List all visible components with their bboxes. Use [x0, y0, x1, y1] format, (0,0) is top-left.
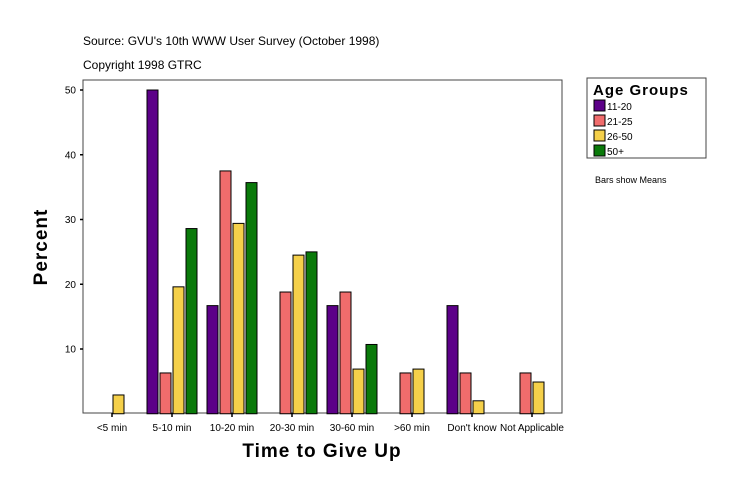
bars: [112, 89, 545, 415]
bar-11-20-30-60 min: [326, 305, 339, 415]
bar-26-50-Don't know: [472, 400, 485, 415]
bar-26-50-10-20 min: [232, 222, 245, 415]
legend-title: Age Groups: [593, 82, 689, 99]
bar-11-20-10-20 min: [206, 305, 219, 415]
bar-26-50-30-60 min: [352, 368, 365, 415]
bar-26-50-<5 min: [112, 394, 125, 415]
bar-21-25-30-60 min: [339, 291, 352, 415]
y-axis-title: Percent: [31, 209, 52, 286]
y-tick-label: 10: [65, 345, 77, 356]
x-axis-title: Time to Give Up: [242, 441, 401, 462]
legend-swatch: [593, 99, 606, 112]
legend-swatch: [593, 144, 606, 157]
y-tick-label: 40: [65, 150, 77, 161]
x-tick-label: Don't know: [447, 423, 497, 434]
legend-label: 50+: [607, 147, 624, 158]
bar-26-50-Not Applicable: [532, 381, 545, 415]
bar-21-25-20-30 min: [279, 291, 292, 415]
x-tick-label: 5-10 min: [153, 423, 192, 434]
bar-50+-30-60 min: [365, 343, 378, 415]
y-tick-label: 20: [65, 280, 77, 291]
bar-50+-20-30 min: [305, 251, 318, 415]
bar-26-50-5-10 min: [172, 286, 185, 415]
plot-area: [82, 79, 563, 414]
bar-26-50-20-30 min: [292, 254, 305, 415]
x-tick-label: >60 min: [394, 423, 430, 434]
legend-swatch: [593, 114, 606, 127]
bar-21-25->60 min: [399, 372, 412, 415]
legend: Age Groups 11-20 21-25 26-50 50+: [586, 77, 707, 159]
source-text: Source: GVU's 10th WWW User Survey (Octo…: [83, 34, 379, 48]
legend-label: 26-50: [607, 132, 633, 143]
bar-11-20-5-10 min: [146, 89, 159, 415]
legend-label: 21-25: [607, 117, 633, 128]
legend-swatch: [593, 129, 606, 142]
y-axis: 10 20 30 40 50: [65, 86, 83, 356]
bar-21-25-10-20 min: [219, 170, 232, 415]
x-tick-label: 10-20 min: [210, 423, 254, 434]
bar-50+-10-20 min: [245, 182, 258, 415]
y-tick-label: 50: [65, 86, 77, 97]
note-text: Bars show Means: [595, 175, 667, 185]
bar-11-20-Don't know: [446, 305, 459, 415]
bar-21-25-5-10 min: [159, 372, 172, 415]
x-axis: <5 min 5-10 min 10-20 min 20-30 min 30-60 mi…: [97, 413, 564, 434]
bar-50+-5-10 min: [185, 228, 198, 415]
bar-21-25-Don't know: [459, 372, 472, 415]
bar-26-50->60 min: [412, 368, 425, 415]
bar-21-25-Not Applicable: [519, 372, 532, 415]
x-tick-label: Not Applicable: [500, 423, 564, 434]
x-tick-label: <5 min: [97, 423, 127, 434]
x-tick-label: 20-30 min: [270, 423, 314, 434]
copyright-text: Copyright 1998 GTRC: [83, 58, 202, 72]
legend-label: 11-20: [607, 102, 632, 113]
x-tick-label: 30-60 min: [330, 423, 374, 434]
y-tick-label: 30: [65, 215, 77, 226]
